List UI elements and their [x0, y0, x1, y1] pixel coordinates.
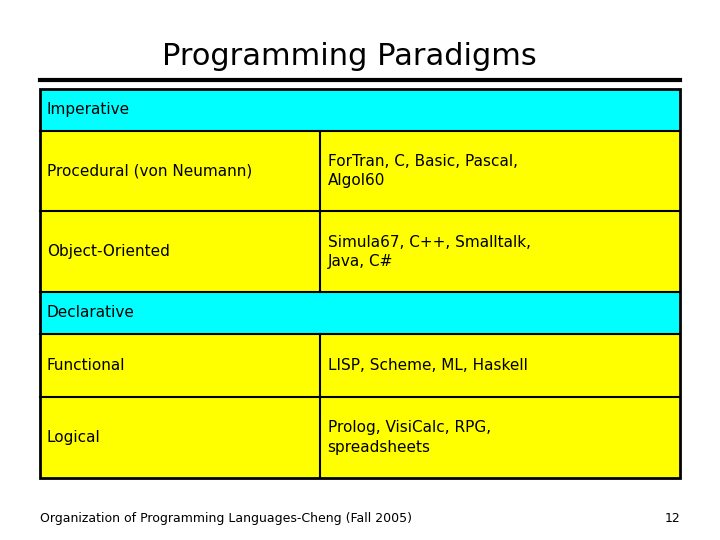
Text: Declarative: Declarative	[47, 305, 135, 320]
Bar	[40, 397, 680, 478]
Bar	[40, 131, 680, 211]
Text: Logical: Logical	[47, 430, 101, 445]
Text: Programming Paradigms: Programming Paradigms	[162, 42, 536, 71]
Bar	[40, 89, 680, 478]
Text: ForTran, C, Basic, Pascal,
Algol60: ForTran, C, Basic, Pascal, Algol60	[328, 154, 518, 188]
Text: LISP, Scheme, ML, Haskell: LISP, Scheme, ML, Haskell	[328, 358, 528, 373]
Bar	[40, 89, 680, 131]
Text: Simula67, C++, Smalltalk,
Java, C#: Simula67, C++, Smalltalk, Java, C#	[328, 234, 531, 269]
Text: Organization of Programming Languages-Cheng (Fall 2005): Organization of Programming Languages-Ch…	[40, 512, 412, 525]
Text: Imperative: Imperative	[47, 103, 130, 117]
Bar	[40, 334, 680, 397]
Text: Functional: Functional	[47, 358, 125, 373]
Text: 12: 12	[665, 512, 680, 525]
Text: Object-Oriented: Object-Oriented	[47, 244, 170, 259]
Text: Procedural (von Neumann): Procedural (von Neumann)	[47, 164, 252, 179]
Bar	[40, 211, 680, 292]
Bar	[40, 292, 680, 334]
Text: Prolog, VisiCalc, RPG,
spreadsheets: Prolog, VisiCalc, RPG, spreadsheets	[328, 421, 491, 455]
